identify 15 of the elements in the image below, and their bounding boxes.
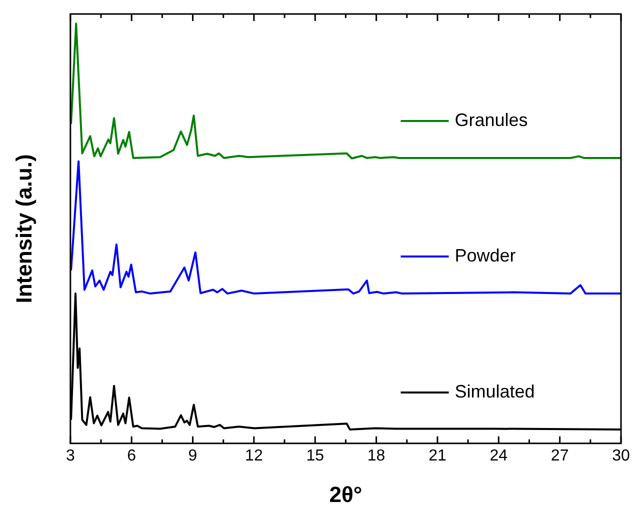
x-tick-label: 12 [245,447,263,464]
legend-label: Powder [454,246,516,266]
x-axis-title: 2θ° [329,482,362,507]
x-tick-label: 30 [612,447,630,464]
x-tick-label: 24 [490,447,508,464]
x-tick-label: 9 [188,447,198,464]
y-axis-title: Intensity (a.u.) [11,154,36,304]
x-tick-label: 27 [550,447,569,464]
x-tick-label: 15 [306,447,324,464]
x-tick-label: 6 [127,447,136,464]
legend-label: Granules [454,110,528,130]
legend-label: Simulated [454,382,535,402]
x-tick-label: 18 [367,447,386,464]
x-tick-label: 3 [66,447,75,464]
x-tick-label: 21 [428,447,446,464]
